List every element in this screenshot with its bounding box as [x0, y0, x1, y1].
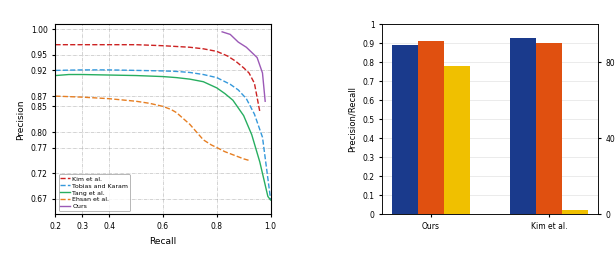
Tobias and Karam — [132, 69, 140, 72]
Tang et al. — [264, 195, 272, 198]
Ehsan et al. — [186, 123, 193, 126]
Tobias and Karam — [92, 68, 99, 72]
Ehsan et al. — [200, 138, 207, 142]
Kim et al. — [132, 43, 140, 46]
Ehsan et al. — [160, 105, 167, 108]
Ehsan et al. — [52, 95, 59, 98]
Bar — [418, 41, 444, 214]
Tang et al. — [186, 77, 193, 81]
Kim et al. — [240, 66, 248, 69]
Tobias and Karam — [79, 68, 86, 72]
Kim et al. — [52, 43, 59, 46]
Ours — [261, 100, 269, 103]
Ours — [243, 46, 250, 49]
Bar — [444, 66, 470, 214]
Kim et al. — [245, 71, 253, 75]
Ehsan et al. — [168, 108, 175, 111]
Bar — [392, 45, 418, 214]
Tang et al. — [160, 75, 167, 78]
Tang et al. — [105, 73, 113, 77]
Line: Tang et al.: Tang et al. — [55, 75, 270, 200]
Kim et al. — [186, 46, 193, 49]
Kim et al. — [251, 82, 258, 85]
Tang et al. — [65, 73, 73, 76]
Tobias and Karam — [200, 73, 207, 76]
Ehsan et al. — [227, 152, 234, 155]
Tobias and Karam — [160, 69, 167, 73]
Kim et al. — [200, 47, 207, 50]
Line: Ours: Ours — [222, 32, 265, 101]
Tang et al. — [172, 76, 180, 79]
Tobias and Karam — [235, 88, 242, 92]
Tobias and Karam — [52, 69, 59, 72]
Kim et al. — [105, 43, 113, 46]
Kim et al. — [256, 110, 264, 113]
Tang et al. — [240, 114, 248, 117]
Bar — [562, 210, 588, 214]
Tobias and Karam — [267, 197, 274, 200]
Y-axis label: Precision: Precision — [16, 99, 25, 140]
Kim et al. — [213, 50, 221, 53]
Tobias and Karam — [259, 136, 266, 139]
Ehsan et al. — [240, 157, 248, 161]
Tobias and Karam — [227, 83, 234, 86]
Ours — [248, 51, 256, 54]
Bar — [536, 43, 562, 214]
Ehsan et al. — [245, 159, 253, 162]
X-axis label: Recall: Recall — [149, 237, 177, 245]
Tang et al. — [52, 74, 59, 77]
Tang et al. — [213, 86, 221, 90]
Y-axis label: Precision/Recall: Precision/Recall — [348, 86, 357, 152]
Tang et al. — [132, 74, 140, 77]
Ehsan et al. — [213, 146, 221, 149]
Ours — [253, 56, 261, 59]
Ehsan et al. — [172, 111, 180, 114]
Line: Ehsan et al.: Ehsan et al. — [55, 96, 249, 161]
Ehsan et al. — [221, 150, 229, 153]
Line: Kim et al.: Kim et al. — [55, 45, 260, 111]
Tang et al. — [256, 160, 264, 163]
Ehsan et al. — [208, 143, 215, 147]
Ehsan et al. — [146, 102, 153, 105]
Ehsan et al. — [105, 97, 113, 100]
Ehsan et al. — [132, 100, 140, 103]
Tobias and Karam — [243, 97, 250, 100]
Ehsan et al. — [79, 95, 86, 99]
Legend: Kim et al., Tobias and Karam, Tang et al., Ehsan et al., Ours: Kim et al., Tobias and Karam, Tang et al… — [59, 174, 130, 211]
Tobias and Karam — [213, 76, 221, 79]
Kim et al. — [224, 54, 231, 58]
Kim et al. — [232, 59, 239, 63]
Kim et al. — [79, 43, 86, 46]
Ours — [219, 30, 226, 34]
Ours — [235, 40, 242, 44]
Tobias and Karam — [251, 113, 258, 116]
Tang et al. — [248, 133, 256, 136]
Ours — [227, 33, 234, 36]
Kim et al. — [160, 44, 167, 47]
Tobias and Karam — [172, 70, 180, 73]
Ours — [259, 71, 266, 75]
Tang et al. — [221, 92, 229, 95]
Tobias and Karam — [186, 71, 193, 74]
Ehsan et al. — [235, 155, 242, 158]
Tobias and Karam — [105, 68, 113, 72]
Bar — [510, 38, 536, 214]
Tang et al. — [267, 198, 274, 202]
Line: Tobias and Karam: Tobias and Karam — [55, 70, 270, 199]
Tang et al. — [200, 80, 207, 83]
Tang et al. — [229, 99, 237, 102]
Tang et al. — [79, 73, 86, 76]
